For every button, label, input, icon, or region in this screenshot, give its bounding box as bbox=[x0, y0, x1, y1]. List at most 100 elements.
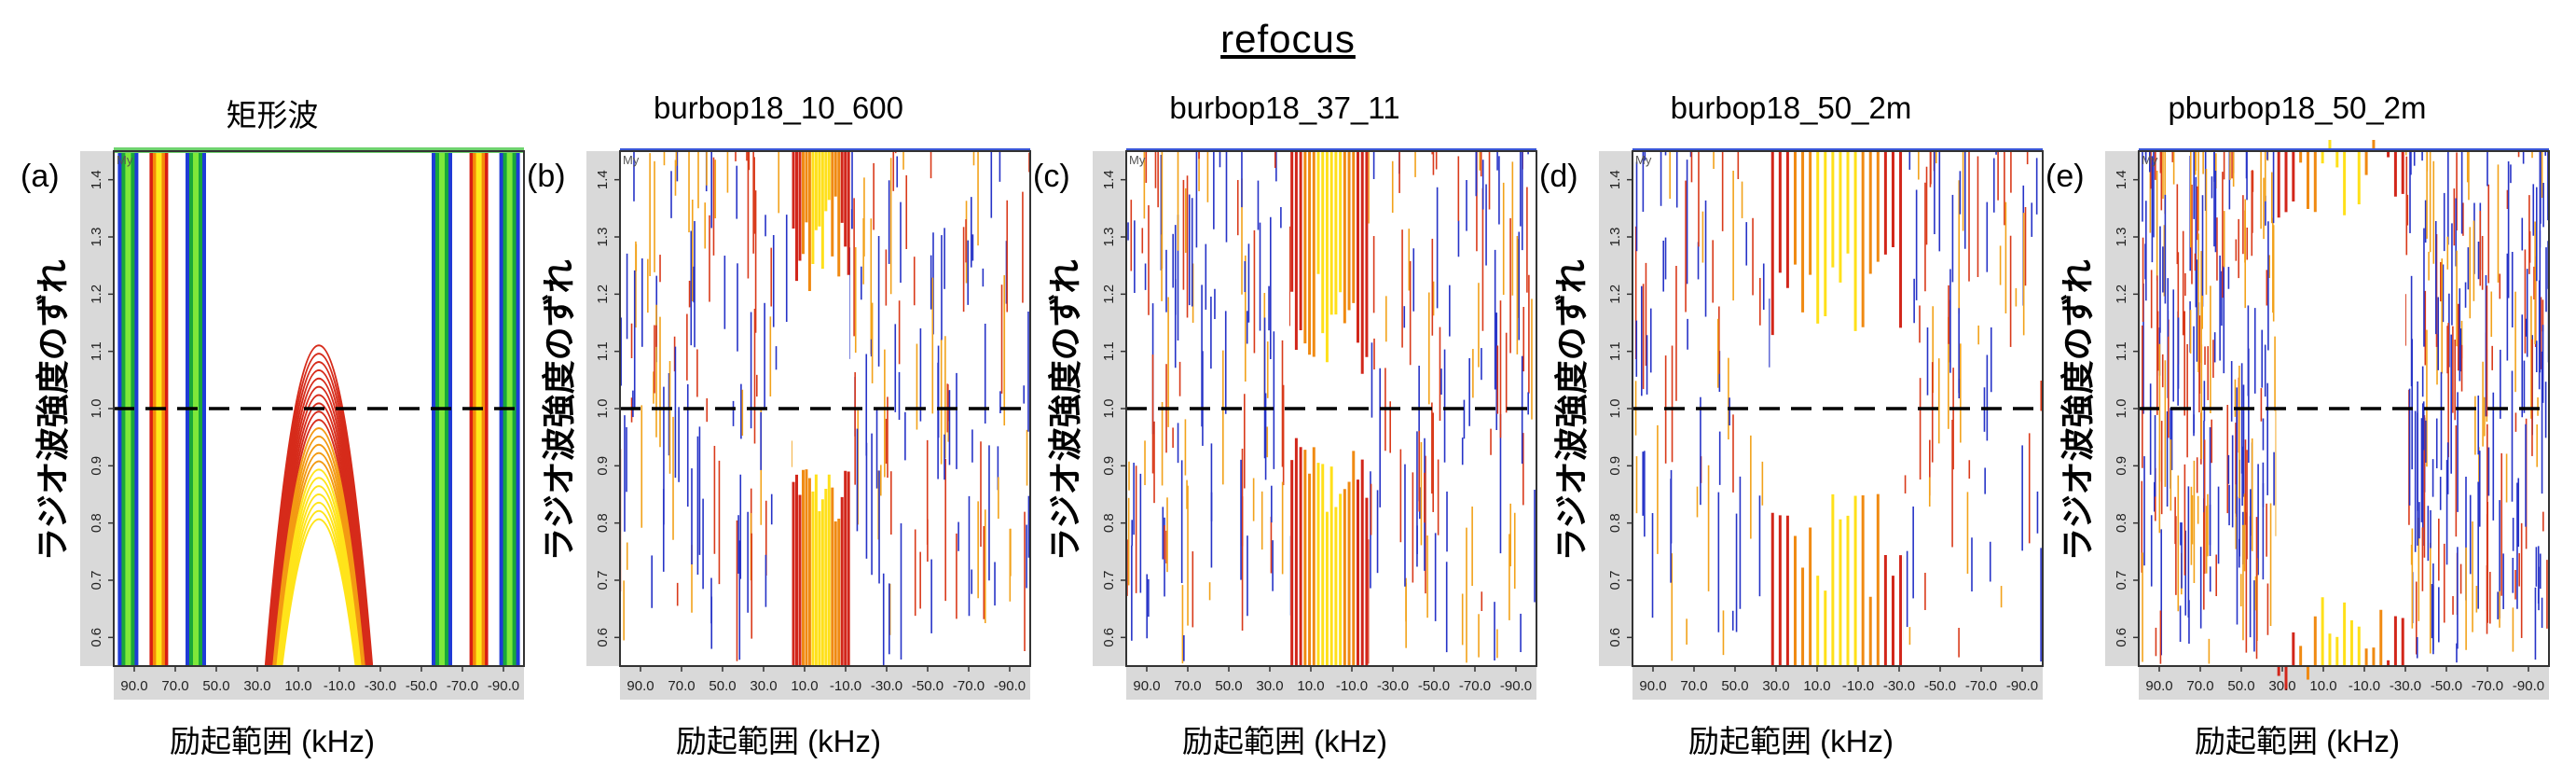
x-tick-label: 70.0 bbox=[668, 678, 695, 694]
chart-title: 矩形波 bbox=[226, 98, 319, 132]
x-tick-label: 10.0 bbox=[1297, 678, 1324, 694]
y-tick-label: 1.3 bbox=[89, 228, 104, 247]
x-tick-label: 90.0 bbox=[627, 678, 654, 694]
contour-arc bbox=[277, 477, 361, 667]
y-tick-label: 1.0 bbox=[1607, 399, 1623, 419]
panel-label: (a) bbox=[21, 159, 60, 194]
contour-arc bbox=[266, 361, 372, 667]
y-tick-label: 1.4 bbox=[1607, 170, 1623, 189]
x-tick-label: -50.0 bbox=[406, 678, 437, 694]
y-tick-label: 0.9 bbox=[89, 456, 104, 476]
x-axis-label: 励起範囲 (kHz) bbox=[676, 724, 881, 758]
plot-corner-label: My bbox=[1129, 153, 1146, 167]
x-axis-label: 励起範囲 (kHz) bbox=[170, 724, 375, 758]
plot-corner-label: My bbox=[1635, 153, 1652, 167]
y-axis-label: ラジオ波強度のずれ bbox=[2059, 259, 2097, 562]
chart-title: burbop18_37_11 bbox=[1169, 90, 1400, 125]
x-tick-label: -10.0 bbox=[324, 678, 355, 694]
x-axis-strip bbox=[1632, 666, 2043, 700]
x-tick-label: 10.0 bbox=[2309, 678, 2336, 694]
y-tick-label: 1.2 bbox=[1101, 285, 1117, 304]
x-tick-label: 30.0 bbox=[2268, 678, 2295, 694]
contour-arc bbox=[268, 377, 370, 667]
x-tick-label: -90.0 bbox=[2006, 678, 2038, 694]
y-tick-label: 0.9 bbox=[1607, 456, 1623, 476]
contour-arc bbox=[273, 436, 365, 667]
x-axis-label: 励起範囲 (kHz) bbox=[2195, 724, 2400, 758]
x-tick-label: 70.0 bbox=[161, 678, 188, 694]
x-tick-label: 90.0 bbox=[2145, 678, 2172, 694]
y-tick-label: 1.0 bbox=[1101, 399, 1117, 419]
panel-label: (d) bbox=[1539, 159, 1578, 194]
y-tick-label: 1.2 bbox=[1607, 285, 1623, 304]
y-tick-label: 0.7 bbox=[89, 571, 104, 590]
contour-arc bbox=[272, 427, 365, 667]
y-tick-label: 1.4 bbox=[89, 170, 104, 189]
y-axis-label: ラジオ波強度のずれ bbox=[1046, 259, 1084, 562]
x-tick-label: 50.0 bbox=[709, 678, 736, 694]
x-tick-label: 90.0 bbox=[1133, 678, 1160, 694]
x-tick-label: -30.0 bbox=[1377, 678, 1409, 694]
contour-arc bbox=[264, 344, 374, 667]
contour-arc bbox=[269, 394, 369, 667]
contour-layer bbox=[1632, 148, 2043, 666]
x-tick-label: -50.0 bbox=[2431, 678, 2462, 694]
plot-area: My 0.6 0.7 0.8 0.9 1.0 1.1 1.2 1.3 1.4 90.0 70.0 50.… bbox=[80, 147, 525, 700]
y-tick-label: 1.2 bbox=[89, 285, 104, 304]
x-tick-label: -10.0 bbox=[1842, 678, 1874, 694]
x-tick-label: -50.0 bbox=[912, 678, 944, 694]
x-tick-label: 30.0 bbox=[1256, 678, 1283, 694]
contour-arc bbox=[276, 468, 362, 667]
x-tick-label: 50.0 bbox=[1215, 678, 1242, 694]
x-tick-label: 30.0 bbox=[1762, 678, 1789, 694]
y-tick-label: 0.7 bbox=[1607, 571, 1623, 590]
panel-label: (b) bbox=[527, 159, 566, 194]
x-tick-label: 10.0 bbox=[1803, 678, 1830, 694]
panel-label: (e) bbox=[2046, 159, 2085, 194]
y-tick-label: 0.8 bbox=[595, 513, 611, 533]
x-axis-strip bbox=[620, 666, 1030, 700]
y-tick-label: 1.3 bbox=[1101, 228, 1117, 247]
chart-panel-e: pburbop18_50_2m (e) ラジオ波強度のずれ My 0.6 0.7 0.… bbox=[2046, 0, 2550, 778]
x-tick-label: -70.0 bbox=[953, 678, 985, 694]
y-tick-label: 1.0 bbox=[89, 399, 104, 419]
x-tick-label: -30.0 bbox=[871, 678, 902, 694]
x-tick-label: -10.0 bbox=[830, 678, 861, 694]
chart-panel-d: burbop18_50_2m (d) ラジオ波強度のずれ My 0.6 0.7 0.8… bbox=[1539, 0, 2044, 778]
y-tick-label: 1.2 bbox=[595, 285, 611, 304]
y-tick-label: 0.9 bbox=[595, 456, 611, 476]
plot-area: My 0.6 0.7 0.8 0.9 1.0 1.1 1.2 1.3 1.4 90.0 70.0 50.… bbox=[1599, 148, 2044, 700]
x-axis-label: 励起範囲 (kHz) bbox=[1688, 724, 1894, 758]
x-tick-label: 50.0 bbox=[202, 678, 229, 694]
x-tick-label: 50.0 bbox=[1721, 678, 1748, 694]
x-axis-strip bbox=[2139, 666, 2549, 700]
y-tick-label: 0.8 bbox=[2114, 513, 2129, 533]
contour-arc bbox=[265, 353, 373, 667]
x-tick-label: -70.0 bbox=[1965, 678, 1997, 694]
y-tick-label: 0.6 bbox=[1101, 628, 1117, 647]
x-axis-strip bbox=[1126, 666, 1536, 700]
y-tick-label: 1.0 bbox=[2114, 399, 2129, 419]
x-tick-label: 30.0 bbox=[750, 678, 777, 694]
y-tick-label: 0.6 bbox=[1607, 628, 1623, 647]
x-axis-strip bbox=[114, 666, 524, 700]
y-tick-label: 1.4 bbox=[2114, 170, 2129, 189]
y-tick-label: 0.7 bbox=[595, 571, 611, 590]
x-tick-label: -30.0 bbox=[1883, 678, 1915, 694]
y-tick-label: 0.8 bbox=[89, 513, 104, 533]
y-tick-label: 0.6 bbox=[89, 628, 104, 647]
x-tick-label: 70.0 bbox=[1680, 678, 1707, 694]
plot-corner-label: My bbox=[623, 153, 640, 167]
x-tick-label: -30.0 bbox=[2390, 678, 2421, 694]
contour-arc bbox=[271, 419, 366, 667]
contour-arc bbox=[275, 460, 363, 667]
y-tick-label: 1.0 bbox=[595, 399, 611, 419]
y-axis-label: ラジオ波強度のずれ bbox=[34, 259, 72, 562]
x-tick-label: -90.0 bbox=[1500, 678, 1532, 694]
contour-arc bbox=[270, 410, 367, 667]
chart-title: pburbop18_50_2m bbox=[2168, 90, 2427, 125]
contour-arc bbox=[278, 493, 360, 667]
contour-arc bbox=[281, 518, 357, 667]
y-tick-label: 1.4 bbox=[595, 170, 611, 189]
y-tick-label: 1.1 bbox=[89, 341, 104, 361]
